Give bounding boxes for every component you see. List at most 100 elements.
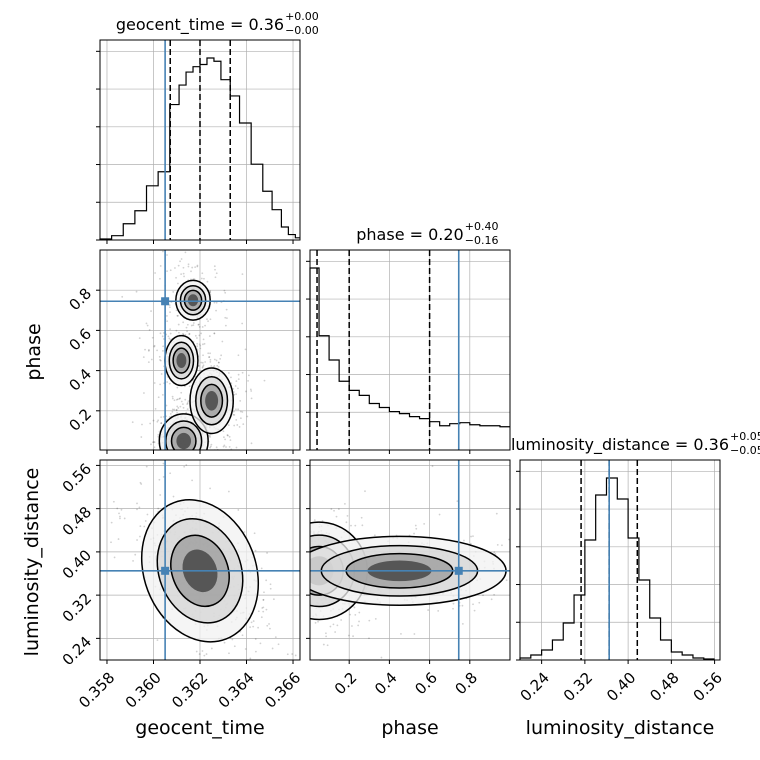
- sample-point: [199, 344, 202, 347]
- sample-point: [304, 562, 306, 564]
- y-tick-label: 0.48: [59, 503, 95, 539]
- sample-point: [297, 567, 299, 569]
- sample-point: [526, 534, 528, 536]
- sample-point: [271, 541, 273, 543]
- sample-point: [335, 515, 338, 518]
- luminosity-distance-y-axis-label: luminosity_distance: [21, 468, 43, 657]
- sample-point: [281, 568, 283, 570]
- sample-point: [184, 398, 187, 401]
- sample-point: [354, 524, 357, 527]
- sample-point: [187, 400, 190, 403]
- sample-point: [463, 539, 465, 542]
- sample-point: [169, 269, 172, 272]
- sample-point: [227, 490, 230, 493]
- sample-point: [521, 549, 523, 551]
- sample-point: [266, 624, 269, 627]
- sample-point: [144, 520, 147, 522]
- sample-point: [221, 340, 224, 343]
- sample-point: [188, 455, 190, 457]
- sample-point: [190, 463, 192, 465]
- sample-point: [274, 512, 276, 514]
- sample-point: [227, 424, 230, 427]
- sample-point: [220, 354, 223, 357]
- sample-point: [261, 466, 263, 468]
- sample-point: [228, 446, 231, 448]
- sample-point: [214, 276, 217, 279]
- sample-point: [283, 560, 285, 562]
- sample-point: [187, 468, 189, 470]
- sample-point: [553, 591, 555, 593]
- sample-point: [168, 304, 171, 306]
- sample-point: [473, 609, 476, 612]
- sample-point: [232, 391, 235, 393]
- sample-point: [132, 560, 134, 562]
- histogram-bin: [399, 414, 409, 450]
- sample-point: [314, 621, 317, 624]
- sample-point: [183, 465, 186, 468]
- sample-point: [553, 587, 555, 589]
- sample-point: [200, 454, 202, 456]
- sample-point: [176, 386, 179, 389]
- sample-point: [470, 535, 472, 538]
- sample-point: [160, 422, 163, 425]
- sample-point: [228, 652, 230, 655]
- sample-point: [258, 572, 260, 574]
- sample-point: [289, 591, 291, 593]
- sample-point: [113, 556, 116, 559]
- sample-point: [269, 634, 271, 636]
- histogram-bin: [470, 425, 480, 450]
- sample-point: [215, 359, 218, 362]
- sample-point: [334, 631, 337, 633]
- sample-point: [353, 606, 356, 609]
- sample-point: [301, 554, 303, 556]
- sample-point: [119, 515, 121, 518]
- sample-point: [578, 580, 580, 582]
- sample-point: [187, 456, 189, 458]
- sample-point: [304, 588, 306, 590]
- sample-point: [291, 577, 293, 579]
- sample-point: [198, 343, 201, 346]
- sample-point: [169, 472, 172, 475]
- sample-point: [280, 618, 282, 620]
- sample-point: [172, 460, 174, 462]
- sample-point: [266, 581, 268, 583]
- sample-point: [237, 509, 240, 511]
- sample-point: [165, 418, 168, 421]
- sample-point: [212, 666, 214, 668]
- sample-point: [180, 461, 182, 463]
- sample-point: [604, 644, 606, 646]
- sample-point: [263, 379, 266, 382]
- sample-point: [294, 559, 296, 561]
- sample-point: [301, 522, 303, 524]
- sample-point: [284, 536, 286, 538]
- sample-point: [200, 277, 203, 280]
- sample-point: [653, 582, 655, 584]
- sample-point: [516, 599, 518, 601]
- sample-point: [306, 559, 308, 561]
- sample-point: [286, 653, 289, 656]
- sample-point: [157, 419, 160, 422]
- sample-point: [171, 411, 174, 413]
- sample-point: [195, 462, 197, 464]
- sample-point: [274, 610, 276, 612]
- sample-point: [280, 582, 282, 584]
- sample-point: [265, 579, 268, 582]
- histogram-bin: [671, 652, 682, 660]
- histogram-step: [309, 267, 510, 450]
- sample-point: [181, 403, 184, 406]
- truth-marker: [161, 566, 170, 575]
- sample-point: [293, 589, 295, 591]
- x-tick-label: 0.32: [560, 669, 596, 705]
- sample-point: [215, 309, 217, 312]
- sample-point: [230, 376, 232, 379]
- sample-point: [246, 415, 249, 418]
- sample-point: [222, 445, 225, 448]
- sample-point: [198, 326, 201, 328]
- sample-point: [196, 264, 199, 267]
- sample-point: [209, 358, 212, 361]
- sample-point: [140, 436, 143, 438]
- sample-point: [186, 403, 189, 405]
- sample-point: [294, 582, 296, 584]
- sample-point: [272, 579, 274, 581]
- histogram-bin: [329, 360, 339, 450]
